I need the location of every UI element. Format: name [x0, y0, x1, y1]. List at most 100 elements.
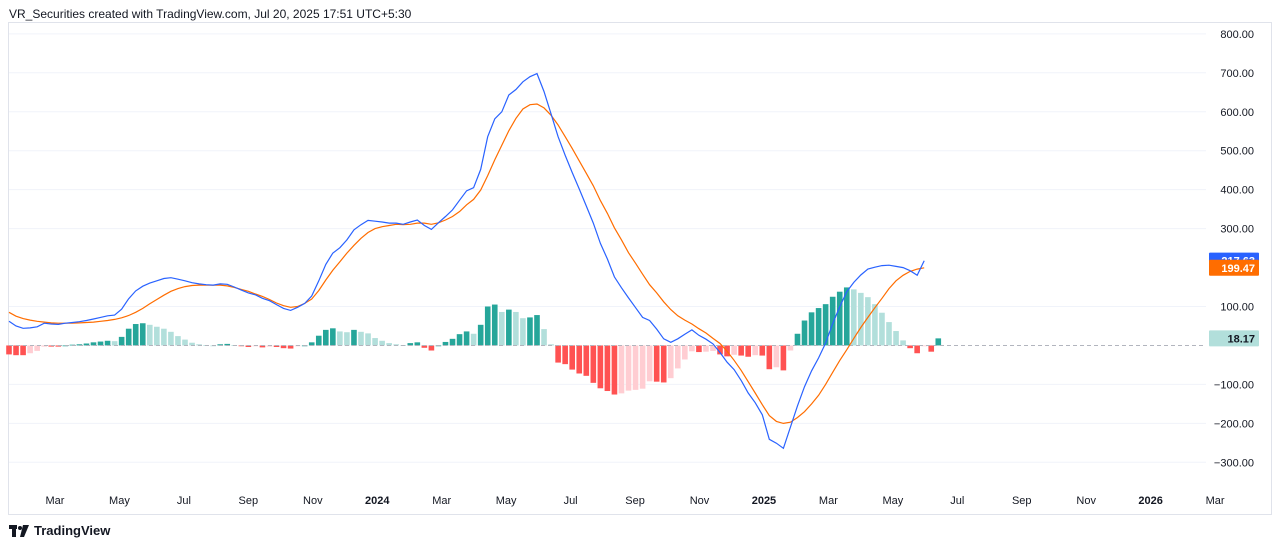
- histogram-bar: [660, 345, 667, 383]
- y-tick-label: −100.00: [1214, 379, 1254, 391]
- histogram-bar: [907, 345, 913, 349]
- x-tick-label: Sep: [1012, 495, 1032, 507]
- x-tick-label: 2025: [752, 495, 776, 507]
- histogram-bar: [393, 344, 399, 346]
- histogram-bar: [111, 341, 118, 346]
- histogram-bar: [470, 333, 477, 346]
- x-tick-label: Mar: [432, 495, 451, 507]
- histogram-bar: [182, 339, 188, 346]
- histogram-bar: [527, 317, 533, 346]
- y-tick-label: 100.00: [1220, 302, 1254, 314]
- histogram-bar: [717, 345, 723, 355]
- histogram-bar: [682, 345, 688, 360]
- histogram-bar: [914, 345, 920, 354]
- x-tick-label: Jul: [950, 495, 964, 507]
- histogram-bar: [273, 345, 280, 348]
- histogram-bar: [555, 345, 561, 363]
- histogram-bar: [351, 329, 357, 346]
- histogram-bar: [836, 291, 843, 346]
- x-tick-label: 2026: [1138, 495, 1162, 507]
- histogram-bar: [280, 345, 287, 349]
- histogram-bar: [308, 342, 315, 346]
- histogram-bar: [104, 340, 111, 346]
- signal-value-tag: 199.47: [1221, 263, 1255, 275]
- histogram-bar: [773, 345, 780, 368]
- histogram-bar: [604, 345, 611, 392]
- histogram-bar: [759, 345, 766, 356]
- histogram-bar: [484, 306, 491, 346]
- chart-frame[interactable]: [8, 22, 1272, 515]
- histogram-bar: [675, 345, 681, 369]
- histogram-bar: [175, 336, 181, 346]
- x-tick-label: Nov: [1076, 495, 1096, 507]
- x-tick-label: Nov: [303, 495, 323, 507]
- histogram-bar: [618, 345, 625, 394]
- histogram-bar: [879, 312, 885, 346]
- histogram-bar: [639, 345, 646, 389]
- histogram-bar: [224, 343, 231, 346]
- histogram-value-tag-bg: [1209, 330, 1259, 347]
- histogram-bar: [449, 338, 456, 346]
- histogram-bar: [780, 345, 787, 371]
- histogram-bar: [935, 338, 942, 346]
- histogram-bar: [858, 292, 864, 346]
- histogram-bar: [13, 345, 19, 356]
- x-tick-label: Jul: [177, 495, 191, 507]
- x-tick-label: Jul: [564, 495, 578, 507]
- histogram-bar: [414, 342, 421, 346]
- x-tick-label: May: [109, 495, 130, 507]
- histogram-bar: [55, 345, 62, 347]
- histogram-bar: [491, 304, 498, 346]
- histogram-bar: [752, 345, 759, 356]
- y-tick-label: −200.00: [1214, 418, 1254, 430]
- histogram-bar: [689, 345, 695, 352]
- histogram-bar: [407, 343, 414, 346]
- histogram-bar: [147, 324, 153, 346]
- histogram-bar: [822, 304, 829, 346]
- histogram-bar: [372, 338, 378, 346]
- x-tick-label: May: [882, 495, 903, 507]
- histogram-bar: [344, 332, 350, 346]
- histogram-bar: [421, 345, 428, 348]
- histogram-bar: [456, 334, 463, 346]
- histogram-bar: [520, 318, 526, 346]
- x-tick-label: 2024: [365, 495, 390, 507]
- histogram-bar: [161, 328, 167, 346]
- histogram-bar: [787, 345, 794, 351]
- histogram-bar: [738, 345, 744, 356]
- histogram-bar: [196, 344, 202, 346]
- histogram-bar: [583, 345, 590, 376]
- histogram-bar: [315, 335, 322, 346]
- tradingview-footer[interactable]: TradingView: [9, 523, 110, 538]
- x-tick-label: Mar: [1206, 495, 1225, 507]
- histogram-bar: [851, 289, 857, 346]
- histogram-bar: [576, 345, 583, 374]
- histogram-bar: [731, 345, 737, 355]
- histogram-bar: [794, 333, 801, 346]
- y-tick-label: 600.00: [1220, 107, 1254, 119]
- histogram-bar: [189, 342, 195, 346]
- histogram-bar: [703, 345, 709, 352]
- histogram-bar: [83, 343, 90, 346]
- histogram-bar: [245, 345, 252, 348]
- x-tick-label: Nov: [690, 495, 710, 507]
- histogram-bar: [562, 345, 568, 365]
- histogram-bar: [506, 309, 512, 346]
- signal-line: [8, 103, 925, 425]
- y-axis: 800.00 700.00 600.00 500.00 400.00 300.00 100.…: [1214, 29, 1254, 469]
- histogram-bar: [442, 341, 449, 346]
- y-tick-label: 500.00: [1220, 146, 1254, 158]
- histogram-bar: [872, 304, 878, 346]
- x-axis: Mar May Jul Sep Nov 2024 Mar May Jul Sep Nov 2025 Ma…: [46, 495, 1225, 507]
- histogram-bar: [323, 329, 329, 346]
- histogram-bar: [428, 345, 435, 351]
- histogram-bar: [900, 340, 906, 346]
- histogram-bar: [710, 345, 716, 351]
- histogram-bar: [358, 331, 364, 346]
- x-tick-label: Mar: [819, 495, 838, 507]
- histogram-bar: [829, 296, 836, 346]
- y-tick-label: 400.00: [1220, 185, 1254, 197]
- y-tick-label: 700.00: [1220, 68, 1254, 80]
- histogram-bar: [90, 342, 97, 346]
